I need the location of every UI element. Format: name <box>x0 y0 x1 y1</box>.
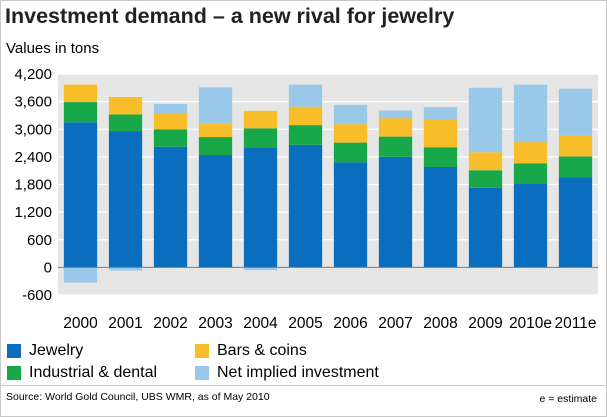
bar-net <box>63 267 98 283</box>
bar-industrial <box>423 147 458 168</box>
x-tick-label: 2009 <box>468 315 502 332</box>
legend-item-bars-coins: Bars & coins <box>195 342 307 360</box>
bar-jewelry <box>243 147 278 268</box>
bar-jewelry <box>468 187 503 268</box>
x-tick-label: 2006 <box>333 315 367 332</box>
chart-title: Investment demand – a new rival for jewe… <box>5 4 455 28</box>
bar-bars <box>333 124 368 143</box>
bar-industrial <box>198 137 233 156</box>
footer-divider <box>0 385 607 386</box>
bar-industrial <box>513 163 548 184</box>
bar-net <box>198 87 233 124</box>
bar-net <box>468 87 503 153</box>
bar-jewelry <box>378 156 413 268</box>
legend-item-jewelry: Jewelry <box>7 342 83 360</box>
bar-industrial <box>558 156 593 178</box>
x-tick-label: 2002 <box>153 315 187 332</box>
bar-bars <box>423 119 458 148</box>
bar-bars <box>513 142 548 164</box>
bar-bars <box>288 106 323 126</box>
bar-jewelry <box>333 162 368 268</box>
bar-net <box>333 104 368 125</box>
bar-industrial <box>153 129 188 147</box>
bar-bars <box>108 97 143 115</box>
bar-net <box>378 110 413 119</box>
legend-swatch-jewelry <box>7 344 21 358</box>
bar-net <box>153 103 188 114</box>
legend-item-net-implied-investment: Net implied investment <box>195 364 379 382</box>
x-tick-label: 2011e <box>555 315 597 332</box>
bar-net <box>423 107 458 120</box>
x-tick-label: 2001 <box>108 315 142 332</box>
bar-jewelry <box>513 183 548 268</box>
bar-industrial <box>288 125 323 145</box>
legend-label-industrial-dental: Industrial & dental <box>29 364 158 381</box>
bar-industrial <box>378 136 413 157</box>
x-tick-label: 2003 <box>198 315 232 332</box>
bar-jewelry <box>63 122 98 268</box>
legend-label-jewelry: Jewelry <box>29 342 84 359</box>
bar-bars <box>468 152 503 171</box>
bar-jewelry <box>558 177 593 268</box>
bar-jewelry <box>108 131 143 268</box>
bar-bars <box>198 123 233 138</box>
legend-label-net-implied-investment: Net implied investment <box>217 364 379 381</box>
bar-net <box>108 267 143 271</box>
x-tick-label: 2007 <box>378 315 412 332</box>
bar-bars <box>378 118 413 137</box>
bar-industrial <box>108 114 143 132</box>
bar-bars <box>558 135 593 157</box>
source-note: Source: World Gold Council, UBS WMR, as … <box>6 391 270 403</box>
y-tick-label: 3,600 <box>14 94 52 111</box>
y-tick-label: 0 <box>44 259 52 276</box>
estimate-note: e = estimate <box>539 393 598 405</box>
bar-jewelry <box>423 167 458 268</box>
legend-swatch-industrial-dental <box>7 366 21 380</box>
x-tick-label: 2008 <box>423 315 457 332</box>
x-tick-label: 2000 <box>63 315 98 332</box>
bar-net <box>243 267 278 271</box>
bar-jewelry <box>153 146 188 268</box>
x-tick-label: 2004 <box>243 315 278 332</box>
y-tick-label: 1,200 <box>14 204 52 221</box>
y-tick-label: 1,800 <box>14 177 52 194</box>
legend-swatch-bars-coins <box>195 344 209 358</box>
bar-industrial <box>333 142 368 163</box>
y-tick-label: 2,400 <box>14 149 52 166</box>
chart-svg: -600 0 600 1,200 1,800 2,400 3,000 3,600 4,200 20… <box>14 66 598 332</box>
x-tick-label: 2010e <box>509 315 552 332</box>
y-axis-label: Values in tons <box>6 40 100 57</box>
bar-jewelry <box>288 144 323 268</box>
bar-net <box>513 84 548 143</box>
bar-bars <box>153 113 188 130</box>
y-tick-label: -600 <box>22 287 52 304</box>
legend-item-industrial-dental: Industrial & dental <box>7 364 157 382</box>
y-tick-label: 4,200 <box>14 66 52 83</box>
bar-net <box>288 84 323 107</box>
y-tick-label: 600 <box>27 232 52 249</box>
legend-swatch-net-implied-investment <box>195 366 209 380</box>
y-tick-label: 3,000 <box>14 121 52 138</box>
bar-industrial <box>63 102 98 123</box>
bar-net <box>558 88 593 136</box>
legend-label-bars-coins: Bars & coins <box>217 342 307 359</box>
bar-industrial <box>468 170 503 188</box>
bar-jewelry <box>198 155 233 268</box>
x-tick-label: 2005 <box>288 315 322 332</box>
bar-industrial <box>243 128 278 148</box>
bar-bars <box>243 110 278 129</box>
bar-bars <box>63 84 98 103</box>
